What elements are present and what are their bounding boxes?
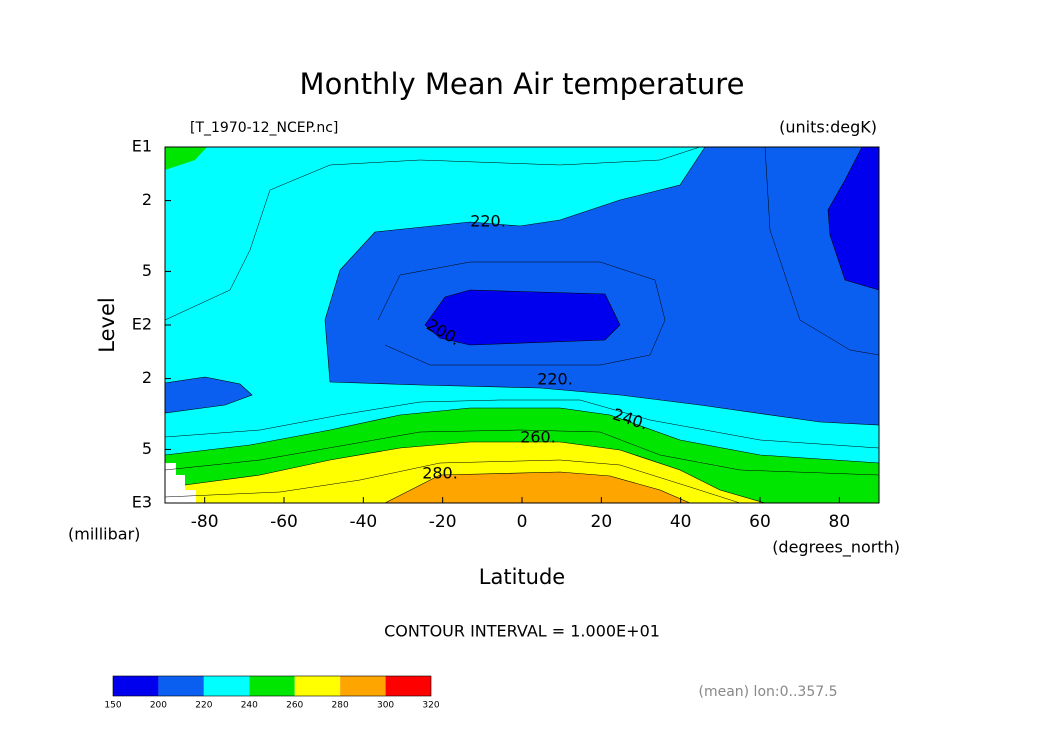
- contour-band: [165, 147, 207, 170]
- contour-line: [377, 261, 666, 366]
- colorbar-label: 260: [286, 701, 303, 711]
- y-tick-label: 5: [142, 261, 152, 280]
- y-tick-label: 2: [142, 368, 152, 387]
- y-tick-label: E3: [132, 493, 152, 512]
- colorbar-swatch: [203, 676, 250, 696]
- colorbar-label: 300: [377, 701, 394, 711]
- colorbar-swatch: [113, 676, 159, 696]
- colorbar-label: 240: [241, 701, 258, 711]
- contour-line: [764, 146, 880, 356]
- missing-data: [165, 463, 196, 503]
- x-axis-title: Latitude: [479, 565, 565, 589]
- subtitle: [T_1970-12_NCEP.nc]: [190, 120, 338, 136]
- x-tick-label: -80: [191, 512, 219, 532]
- contour-line: [164, 399, 880, 449]
- x-tick-label: -20: [429, 512, 457, 532]
- x-tick-label: 0: [517, 512, 528, 532]
- contour-line: [164, 459, 741, 504]
- contour-band: [424, 289, 621, 346]
- contour-line: [164, 146, 701, 321]
- x-units: (degrees_north): [772, 538, 900, 558]
- colorbar-frame: [112, 675, 432, 697]
- contour-line: [164, 429, 880, 476]
- colorbar-swatch: [340, 676, 386, 696]
- colorbar-swatch: [249, 676, 295, 696]
- contour-label: 280.: [422, 464, 458, 483]
- contour-band: [324, 146, 880, 426]
- contour-label: 260.: [520, 428, 556, 447]
- y-axis-title: Level: [95, 297, 119, 352]
- units-label: (units:degK): [779, 118, 877, 137]
- y-units: (millibar): [68, 525, 140, 544]
- x-tick-label: -40: [349, 512, 377, 532]
- x-tick-label: 80: [829, 512, 851, 532]
- colorbar-label: 280: [332, 701, 349, 711]
- contour-label: 220.: [537, 370, 573, 389]
- colorbar-label: 220: [195, 701, 212, 711]
- colorbar-label: 150: [104, 701, 121, 711]
- contour-interval: CONTOUR INTERVAL = 1.000E+01: [384, 622, 660, 641]
- y-tick-label: 5: [142, 439, 152, 458]
- note: (mean) lon:0..357.5: [698, 684, 837, 700]
- colorbar-swatch: [385, 676, 431, 696]
- colorbar-swatch: [158, 676, 204, 696]
- contour-label: 220.: [470, 212, 506, 231]
- colorbar-label: 200: [150, 701, 167, 711]
- x-tick-label: -60: [270, 512, 298, 532]
- colorbar-swatch: [294, 676, 341, 696]
- x-tick-label: 20: [591, 512, 613, 532]
- y-tick-label: 2: [142, 190, 152, 209]
- x-tick-label: 40: [670, 512, 692, 532]
- y-tick-label: E1: [132, 137, 152, 156]
- y-tick-label: E2: [132, 315, 152, 334]
- x-tick-label: 60: [749, 512, 771, 532]
- colorbar-label: 320: [422, 701, 439, 711]
- chart-title: Monthly Mean Air temperature: [300, 67, 745, 101]
